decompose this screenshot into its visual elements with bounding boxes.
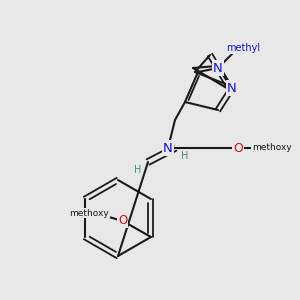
Text: O: O bbox=[233, 142, 243, 154]
Text: O: O bbox=[118, 214, 128, 227]
Text: H: H bbox=[181, 151, 189, 161]
Text: N: N bbox=[227, 82, 237, 94]
Text: N: N bbox=[213, 61, 223, 74]
Text: N: N bbox=[163, 142, 173, 154]
Text: methoxy: methoxy bbox=[252, 143, 292, 152]
Text: methyl: methyl bbox=[226, 43, 260, 53]
Text: H: H bbox=[134, 165, 142, 175]
Text: methoxy: methoxy bbox=[69, 208, 109, 217]
